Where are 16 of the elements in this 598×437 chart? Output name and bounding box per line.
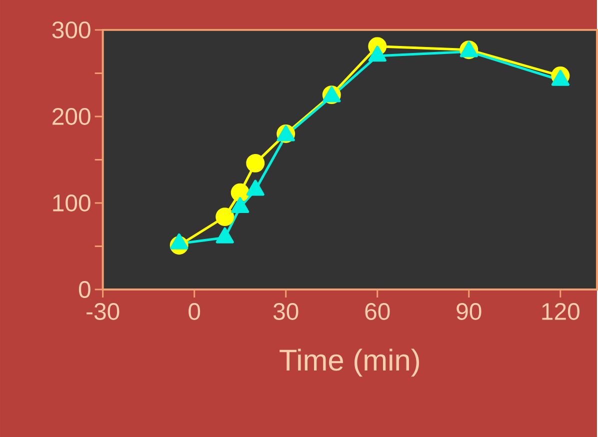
y-tick-label: 200 — [52, 108, 90, 125]
point — [246, 180, 264, 196]
point — [170, 233, 188, 250]
y-tick-label: 100 — [53, 194, 90, 212]
x-tick-label: 120 — [542, 302, 580, 320]
x-tick-label: 30 — [273, 302, 298, 320]
y-tick-label: 300 — [52, 21, 90, 38]
point — [231, 196, 250, 213]
x-tick-label: -30 — [86, 302, 120, 320]
x-axis-title: Time (min) — [280, 348, 419, 377]
y-tick-label: 0 — [78, 280, 90, 298]
x-tick-label: 90 — [456, 302, 482, 320]
point — [246, 154, 265, 172]
point — [216, 227, 234, 244]
x-tick-label: 60 — [365, 302, 390, 320]
x-tick-label: 0 — [188, 302, 200, 320]
